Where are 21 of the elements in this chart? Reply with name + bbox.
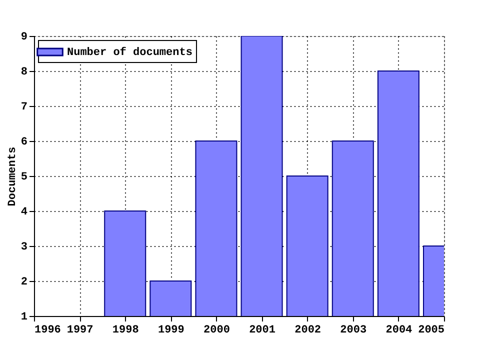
x-tick-label: 2000 bbox=[204, 324, 230, 336]
x-tick-label: 1998 bbox=[112, 324, 140, 336]
y-tick-label: 8 bbox=[20, 66, 28, 78]
x-tick-label: 2005 bbox=[418, 324, 445, 336]
y-tick-label: 5 bbox=[20, 172, 28, 184]
x-tick-label: 2004 bbox=[386, 324, 413, 336]
y-tick-label: 7 bbox=[20, 102, 28, 114]
x-tick-label: 1996 bbox=[34, 324, 61, 336]
x-tick-label: 2002 bbox=[294, 324, 322, 336]
y-tick-label: 3 bbox=[20, 242, 28, 254]
y-tick-label: 4 bbox=[20, 206, 28, 218]
y-tick-label: 2 bbox=[20, 276, 28, 288]
y-tick-label: 6 bbox=[20, 136, 28, 148]
y-axis-title: Documents bbox=[6, 146, 19, 206]
legend-label: Number of documents bbox=[67, 46, 192, 59]
y-tick-label: 1 bbox=[20, 312, 28, 324]
x-tick-label: 1997 bbox=[66, 324, 94, 336]
x-tick-label: 2001 bbox=[249, 324, 276, 336]
y-tick-label: 9 bbox=[20, 32, 28, 44]
x-tick-label: 1999 bbox=[158, 324, 184, 336]
x-tick-label: 2003 bbox=[340, 324, 367, 336]
